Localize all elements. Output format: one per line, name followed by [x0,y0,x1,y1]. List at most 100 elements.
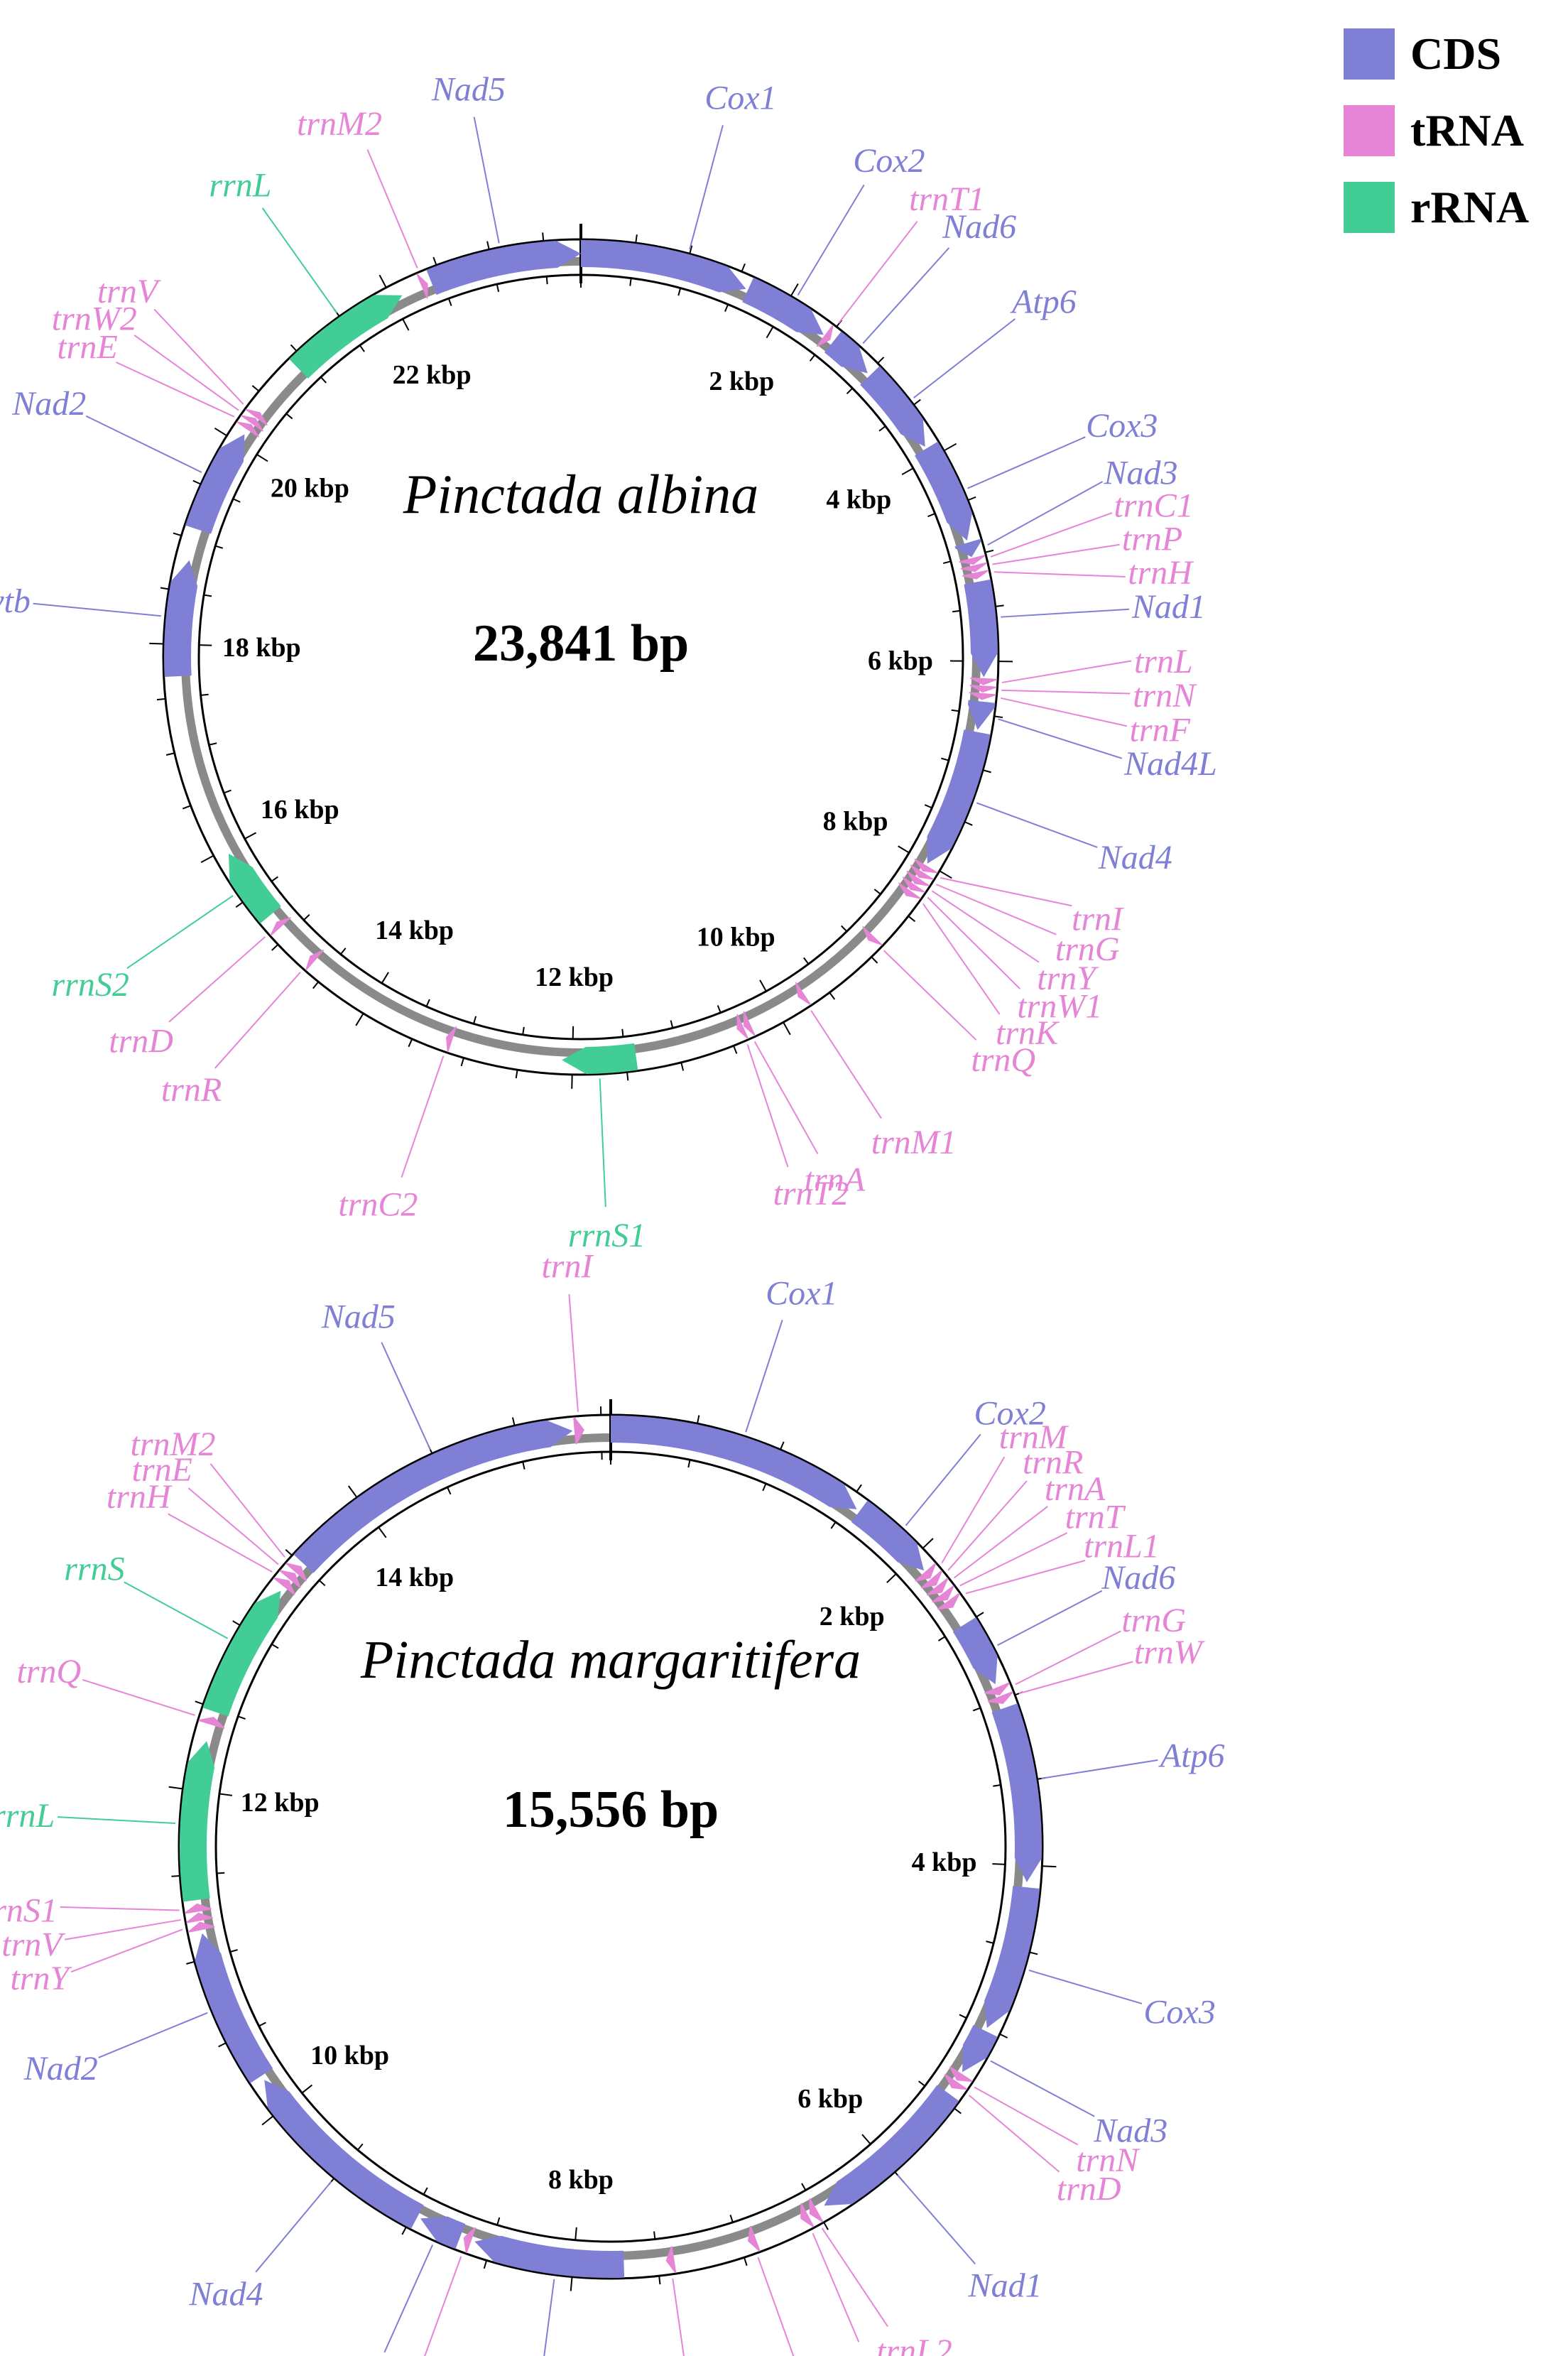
label-leader [70,1928,183,1973]
tick [783,1021,791,1036]
gene-label-cytb: Cytb [0,582,31,620]
tick [687,1460,691,1468]
kbp-label: 8 kbp [548,2165,614,2195]
tick [939,870,952,879]
label-leader [883,950,977,1041]
feature-trnk [898,882,921,899]
label-leader [992,543,1120,565]
kbp-label: 12 kbp [535,962,614,992]
feature-nad3 [954,538,981,558]
tick [312,981,320,989]
label-leader [1001,608,1130,618]
gene-label-rrnl: rrnL [209,166,271,204]
label-leader [997,1590,1103,1646]
feature-trnh [273,1577,295,1595]
tick [982,769,991,773]
feature-cytb [164,560,198,677]
feature-cytb [474,2235,625,2278]
tick [232,498,241,503]
gene-label-trnq: trnQ [16,1653,81,1690]
label-leader [58,1816,175,1825]
label-leader [897,2174,976,2265]
feature-nad1 [824,2085,959,2206]
tick [401,2226,407,2235]
tick [203,594,212,597]
gene-label-nad1: Nad1 [1131,588,1206,626]
label-leader [757,2257,795,2356]
tick [160,587,169,590]
gene-labels: Cox1Cox2trnMtrnRtrnAtrnTtrnL1Nad6trnGtrn… [0,1247,1225,2356]
tick [168,1786,183,1790]
tick [733,1045,738,1054]
feature-trnl1 [937,1592,960,1610]
label-leader [753,1041,819,1155]
gene-labels: Cox1Cox2trnT1Nad6Atp6Cox3Nad3trnC1trnPtr… [0,70,1217,1254]
feature-trnd [944,2073,968,2090]
tick [943,443,957,452]
gene-label-cox1: Cox1 [704,80,776,117]
gene-label-trng: trnG [1055,930,1120,968]
kbp-label: 18 kbp [222,633,301,663]
feature-nad4 [927,729,991,864]
gene-label-trnt1: trnT1 [909,180,985,218]
feature-trnw1 [902,876,926,893]
tick [972,1707,981,1712]
tick [473,1016,477,1024]
tick [717,1005,722,1014]
tick [1029,1951,1038,1955]
feature-trnm2 [285,1563,307,1582]
tick [570,2276,573,2291]
kbp-label: 12 kbp [241,1788,320,1818]
inner-ring [214,1450,1007,2243]
tick [999,2033,1008,2039]
legend-label-rrna: rRNA [1410,182,1530,232]
tick [689,245,693,254]
tick [626,1072,629,1081]
species-title: Pinctada margaritifera [360,1630,861,1690]
feature-trnp [800,2203,815,2227]
tick [218,2042,227,2048]
tick [173,532,182,537]
label-leader [82,1678,195,1716]
kbp-label: 8 kbp [823,806,888,836]
genome-size: 23,841 bp [473,614,689,673]
label-leader [976,802,1098,848]
label-leader [965,1560,1086,1595]
tick [290,344,298,352]
feature-cox1 [581,240,746,293]
gene-label-nad4: Nad4 [1098,839,1172,876]
label-leader [209,1463,285,1558]
label-leader [968,2095,1060,2173]
label-leader [974,2086,1079,2146]
tick [985,549,994,553]
features [179,1416,1042,2278]
tick [223,789,232,794]
tick [913,398,921,406]
label-leader [401,1055,445,1178]
gene-label-trna: trnA [805,1161,866,1199]
label-leader [381,1342,431,1450]
feature-trnq [198,1717,225,1729]
gene-label-trnk: trnK [996,1014,1060,1052]
label-leader [862,247,950,344]
feature-nad4l [420,2216,466,2249]
label-leader [1028,1969,1143,2004]
label-leader [689,124,724,250]
feature-nad2 [185,434,245,534]
feature-atp6 [991,1703,1042,1883]
tick [829,992,836,1000]
tick [918,2080,925,2087]
tick [901,467,914,476]
tick [199,644,212,646]
feature-trnm2 [416,273,428,299]
label-leader [745,1320,783,1433]
gene-label-trnm1: trnM1 [871,1124,957,1161]
label-leader [543,2279,555,2356]
feature-rrns1 [562,1043,638,1074]
feature-trny [187,1921,215,1933]
feature-trnc [665,2246,677,2274]
kbp-label: 4 kbp [912,1847,977,1877]
tick [217,1872,225,1874]
feature-trnh [962,570,989,580]
gene-label-nad6: Nad6 [1101,1559,1175,1597]
